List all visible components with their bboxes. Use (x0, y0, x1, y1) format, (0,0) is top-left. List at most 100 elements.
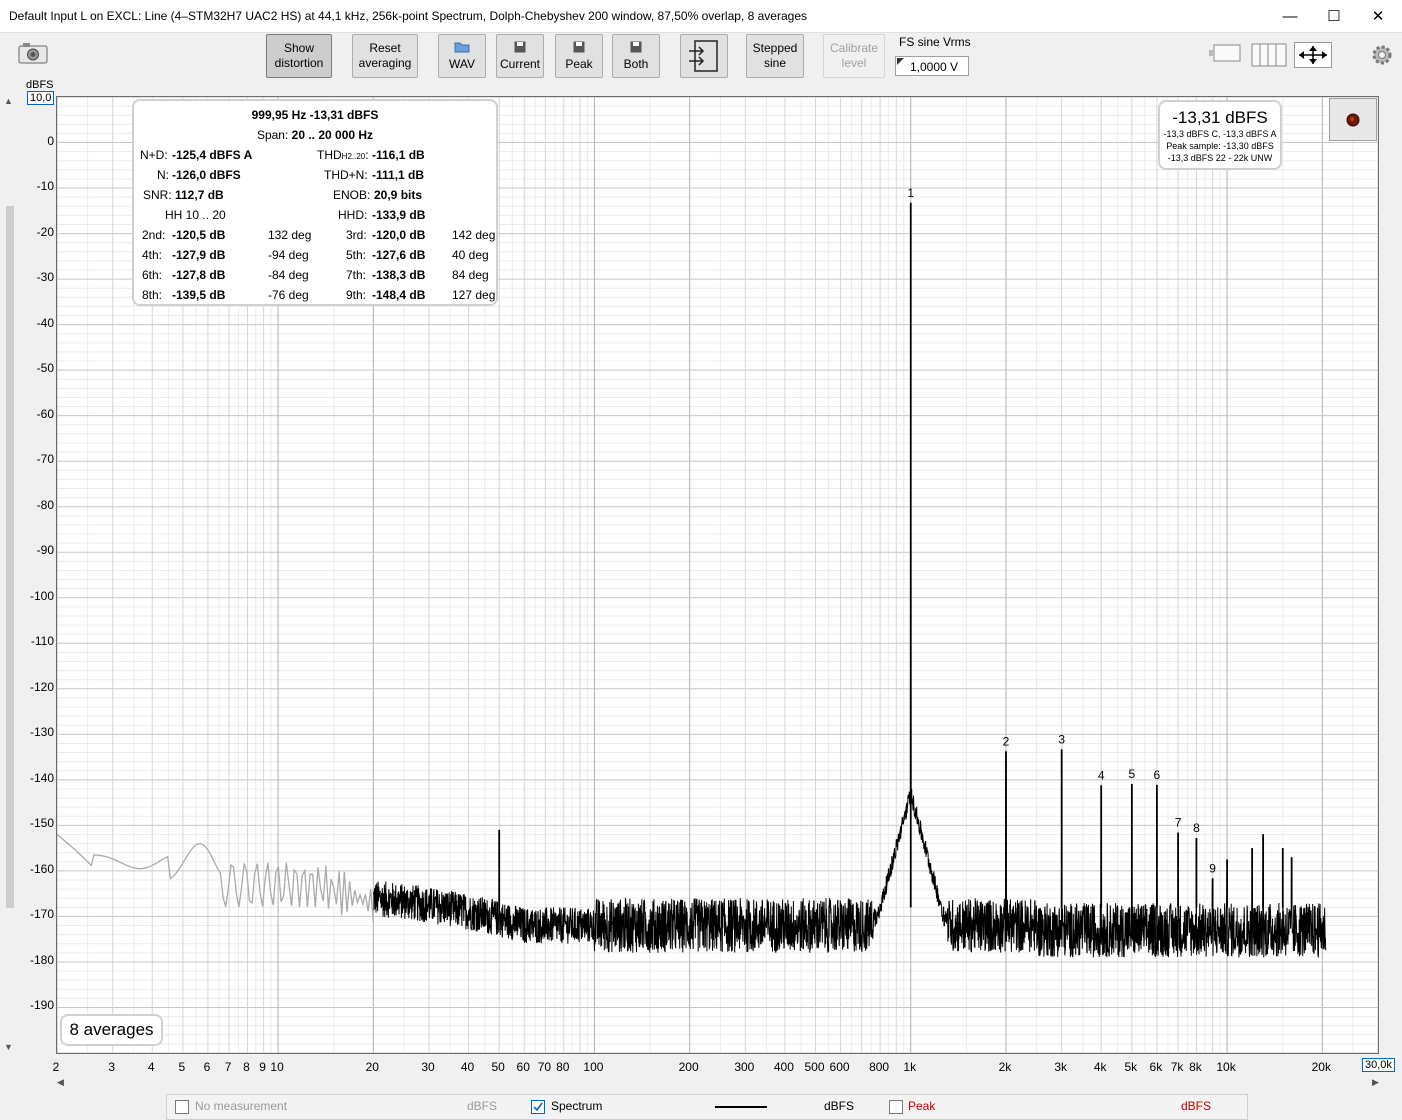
import-icon (689, 40, 718, 72)
x-tick-label: 6 (203, 1060, 211, 1074)
harmonic-value-b: -120,0 dB (372, 228, 426, 242)
reset-averaging-line1: Reset (369, 41, 401, 55)
span-label: Span: (256, 128, 289, 142)
thd-label: THDH2..20: (317, 148, 369, 162)
x-scroll-right-icon[interactable]: ▶ (1372, 1077, 1379, 1087)
calibrate-line1: Calibrate (829, 41, 879, 55)
y-scroll-down-icon[interactable]: ▼ (4, 1042, 13, 1052)
x-tick-label: 4k (1093, 1060, 1107, 1074)
x-tick-label: 3 (108, 1060, 116, 1074)
peak-checkbox[interactable] (889, 1100, 903, 1114)
pan-zoom-icon[interactable] (1294, 42, 1332, 68)
x-tick-label: 30 (421, 1060, 435, 1074)
harmonic-label-a: 8th: (142, 288, 163, 302)
hhd-label: HHD: (338, 208, 368, 222)
harmonic-value-a: -139,5 dB (172, 288, 226, 302)
harmonic-label: 8 (1193, 821, 1200, 835)
stepped-sine-button[interactable]: Stepped sine (746, 34, 804, 78)
x-tick-label: 6k (1149, 1060, 1163, 1074)
harmonic-label-b: 9th: (346, 288, 367, 302)
info-span: Span: 20 .. 20 000 Hz (134, 128, 496, 142)
toolbar: Show distortion Reset averaging WAV Curr… (0, 32, 1402, 80)
harmonic-label-b: 5th: (346, 248, 367, 262)
maximize-button[interactable]: ☐ (1327, 8, 1341, 25)
span-value: 20 .. 20 000 Hz (291, 128, 374, 142)
spectrum-checkbox[interactable] (531, 1100, 545, 1114)
y-tick-label: -80 (36, 497, 54, 512)
enob-label: ENOB: (333, 188, 371, 202)
x-tick-label: 7k (1170, 1060, 1184, 1074)
nd-value: -125,4 dBFS A (172, 148, 253, 162)
averages-badge: 8 averages (60, 1014, 163, 1046)
x-tick-label: 40 (460, 1060, 475, 1074)
unit1-label: dBFS (467, 1099, 498, 1113)
harmonic-phase-b: 127 deg (452, 288, 496, 302)
unit2-label: dBFS (824, 1099, 855, 1113)
calibrate-level-button[interactable]: Calibrate level (823, 34, 885, 78)
y-axis-unit: dBFS (26, 79, 54, 91)
level-line3: -13,3 dBFS 22 - 22k UNW (1167, 153, 1273, 163)
harmonic-label: 9 (1209, 862, 1216, 876)
y-tick-label: -10 (36, 179, 54, 194)
no-measurement-checkbox[interactable] (175, 1100, 189, 1114)
record-icon (1346, 113, 1360, 126)
harmonic-phase-b: 84 deg (452, 268, 489, 282)
level-main: -13,31 dBFS (1172, 108, 1268, 127)
reset-averaging-button[interactable]: Reset averaging (352, 34, 418, 78)
x-tick-label: 500 (804, 1060, 825, 1074)
x-tick-label: 20k (1311, 1060, 1331, 1074)
thdn-label: THD+N: (324, 168, 368, 182)
x-axis-right-box[interactable]: 30,0k (1362, 1058, 1395, 1072)
x-tick-label: 10k (1216, 1060, 1236, 1074)
y-scroll-up-icon[interactable]: ▲ (4, 96, 13, 106)
y-tick-label: -150 (29, 816, 54, 831)
no-measurement-label: No measurement (195, 1099, 288, 1113)
x-tick-label: 80 (556, 1060, 570, 1074)
x-scroll-left-icon[interactable]: ◀ (57, 1077, 64, 1087)
nd-label: N+D: (140, 148, 168, 162)
show-distortion-button[interactable]: Show distortion (266, 34, 332, 78)
x-tick-label: 50 (491, 1060, 505, 1074)
harmonic-label-a: 6th: (142, 268, 163, 282)
info-header: 999,95 Hz -13,31 dBFS (251, 108, 379, 122)
save-icon (514, 41, 526, 52)
fs-sine-input[interactable]: 1,0000 V (895, 56, 969, 76)
save-peak-button[interactable]: Peak (555, 34, 603, 78)
y-tick-label: -170 (29, 907, 54, 922)
thdn-value: -111,1 dB (372, 168, 425, 182)
harmonic-label: 7 (1175, 816, 1182, 830)
settings-gear-icon[interactable] (1370, 43, 1394, 67)
y-axis-top-box[interactable]: 10,0 (27, 91, 55, 105)
fs-sine-value: 1,0000 V (910, 60, 959, 74)
wav-button[interactable]: WAV (438, 34, 486, 78)
y-tick-label: 0 (47, 133, 54, 148)
harmonic-value-a: -127,9 dB (172, 248, 226, 262)
record-button[interactable] (1329, 98, 1377, 141)
save-both-button[interactable]: Both (612, 34, 660, 78)
layout-columns-icon[interactable] (1251, 42, 1287, 68)
y-tick-label: -160 (29, 861, 54, 876)
harmonic-phase-b: 40 deg (452, 248, 489, 262)
spectrum-trace (372, 202, 1327, 959)
y-tick-label: -190 (29, 998, 54, 1013)
close-button[interactable]: ✕ (1371, 8, 1385, 25)
minimize-button[interactable]: — (1282, 7, 1298, 25)
x-tick-label: 5k (1124, 1060, 1138, 1074)
snr-value: 112,7 dB (175, 188, 224, 202)
layout-single-icon[interactable] (1208, 42, 1244, 68)
y-tick-label: -100 (29, 588, 54, 603)
level-readout-box: -13,31 dBFS -13,3 dBFS C, -13,3 dBFS A P… (1158, 100, 1282, 170)
camera-icon[interactable] (18, 42, 48, 64)
spectrum-trace-low (57, 833, 374, 922)
y-scrollbar-thumb[interactable] (6, 206, 14, 908)
x-tick-label: 400 (773, 1060, 794, 1074)
import-button[interactable] (680, 34, 728, 78)
title-bar: Default Input L on EXCL: Line (4–STM32H7… (0, 0, 1402, 33)
spectrum-line-swatch (715, 1106, 767, 1108)
thd-sub: H2..20 (341, 152, 366, 161)
enob-value: 20,9 bits (374, 188, 423, 202)
legend-bar: No measurement dBFS Spectrum dBFS Peak d… (166, 1094, 1248, 1120)
x-tick-label: 9 (259, 1060, 266, 1074)
save-current-button[interactable]: Current (496, 34, 544, 78)
x-tick-label: 5 (178, 1060, 186, 1074)
